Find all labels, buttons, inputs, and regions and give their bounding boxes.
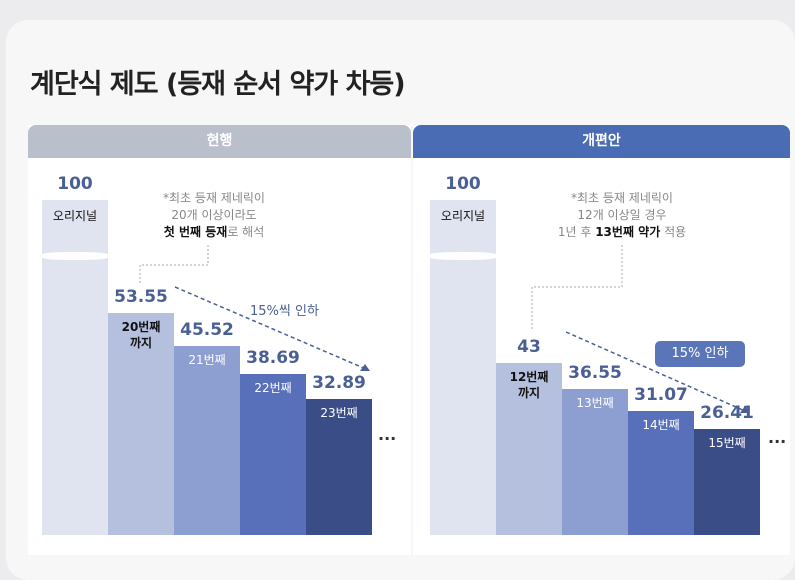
more-indicator: ... bbox=[378, 425, 397, 444]
value-label: 36.55 bbox=[568, 362, 622, 383]
value-label: 31.07 bbox=[634, 384, 688, 405]
bar bbox=[694, 429, 760, 535]
connectors bbox=[139, 245, 750, 413]
arrow-head-icon bbox=[360, 364, 370, 371]
bar bbox=[562, 388, 628, 535]
axis-break bbox=[428, 252, 498, 260]
note-line: *최초 등재 제네릭이 bbox=[571, 191, 673, 205]
bar bbox=[42, 200, 108, 535]
value-label: 100 bbox=[445, 174, 481, 194]
note-connector bbox=[139, 245, 209, 285]
arrow-head-icon bbox=[740, 406, 750, 413]
note-line: *최초 등재 제네릭이 bbox=[163, 191, 265, 205]
bar bbox=[306, 398, 372, 535]
category-label: 20번째 까지 bbox=[121, 319, 161, 350]
category-label: 14번째 bbox=[642, 417, 680, 432]
page-title: 계단식 제도 (등재 순서 약가 차등) bbox=[30, 69, 406, 100]
category-label: 13번째 bbox=[576, 395, 614, 410]
value-label: 100 bbox=[57, 174, 93, 194]
category-label: 21번째 bbox=[188, 353, 226, 368]
note-line: 20개 이상이라도 bbox=[171, 208, 257, 222]
category-label: 22번째 bbox=[254, 381, 292, 396]
value-label: 53.55 bbox=[114, 286, 168, 307]
trend-label-current: 15%씩 인하 bbox=[250, 304, 319, 319]
note-bold: 13번째 약가 bbox=[595, 225, 661, 239]
bar bbox=[174, 346, 240, 535]
note-pre: 1년 후 bbox=[557, 225, 596, 239]
bar bbox=[496, 363, 562, 535]
value-label: 45.52 bbox=[180, 320, 234, 341]
note-bold: 첫 번째 등재 bbox=[163, 225, 228, 239]
category-label: 23번째 bbox=[320, 405, 358, 420]
value-label: 26.41 bbox=[700, 403, 754, 424]
trend-arrow bbox=[565, 331, 746, 412]
note-rest: 적용 bbox=[660, 225, 687, 239]
note-rest: 로 해석 bbox=[227, 225, 265, 239]
trend-badge-reform: 15% 인하 bbox=[655, 341, 745, 367]
category-label: 오리지널 bbox=[440, 209, 486, 223]
note-current: *최초 등재 제네릭이 20개 이상이라도 첫 번째 등재로 해석 bbox=[114, 190, 314, 241]
value-label: 43 bbox=[517, 337, 541, 357]
note-line: 12개 이상일 경우 bbox=[577, 208, 667, 222]
panel-header-reform: 개편안 bbox=[413, 125, 790, 158]
bar bbox=[108, 312, 174, 535]
value-label: 38.69 bbox=[246, 348, 300, 369]
bar bbox=[430, 200, 496, 535]
axis-break bbox=[40, 252, 110, 260]
value-label: 32.89 bbox=[312, 372, 366, 393]
panel-header-current: 현행 bbox=[28, 125, 411, 158]
note-connector bbox=[531, 245, 623, 330]
category-label: 오리지널 bbox=[52, 209, 98, 223]
bar bbox=[628, 410, 694, 535]
category-label: 15번째 bbox=[708, 436, 746, 451]
category-label: 12번째 까지 bbox=[509, 370, 549, 400]
note-reform: *최초 등재 제네릭이 12개 이상일 경우 1년 후 13번째 약가 적용 bbox=[522, 190, 722, 241]
bar bbox=[240, 374, 306, 535]
more-indicator: ... bbox=[768, 428, 787, 447]
